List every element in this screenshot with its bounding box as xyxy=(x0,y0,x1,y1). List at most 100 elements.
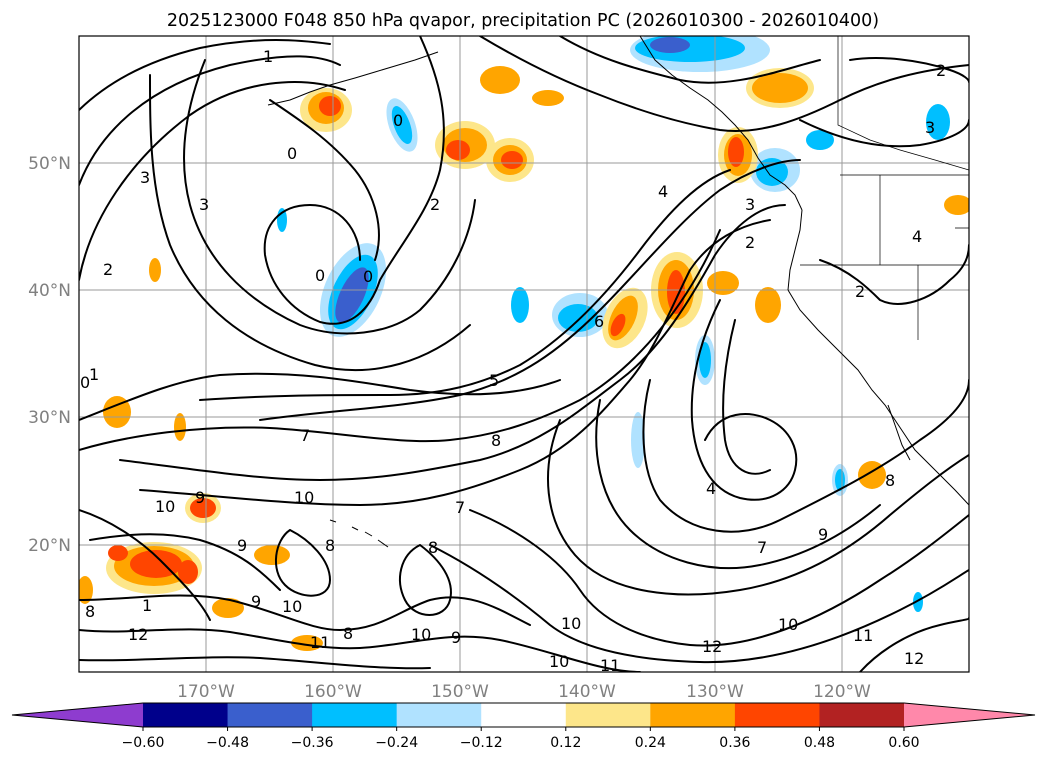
contour-label: 9 xyxy=(818,525,828,544)
colorbar: −0.60 −0.48 −0.36 −0.24 −0.12 0.12 0.24 0.36 0.4… xyxy=(11,702,1036,751)
contour-label: 7 xyxy=(300,426,310,445)
precip-blob xyxy=(480,66,520,94)
contour-label: 5 xyxy=(489,371,499,390)
lat-label: 20°N xyxy=(28,536,71,556)
contour-label: 0 xyxy=(315,266,325,285)
contour-label: 0 xyxy=(363,267,373,286)
coastlines xyxy=(267,36,969,548)
contour-label: 11 xyxy=(310,633,330,652)
contour-line xyxy=(642,379,969,533)
contour-line xyxy=(259,159,801,421)
precip-blob xyxy=(756,158,788,186)
lon-label: 140°W xyxy=(558,682,616,702)
state-border xyxy=(800,174,969,340)
precip-blob xyxy=(532,90,564,106)
precip-blob xyxy=(511,287,529,323)
contour-label: 1 xyxy=(89,365,99,384)
contour-label: 12 xyxy=(904,649,924,668)
contour-label: 4 xyxy=(706,479,716,498)
colorbar-segment xyxy=(565,703,651,727)
contour-line xyxy=(263,36,445,325)
precip-blob xyxy=(610,313,626,337)
precip-blob xyxy=(913,592,923,612)
contour-label: 0 xyxy=(287,144,297,163)
contour-label: 9 xyxy=(195,488,205,507)
contour-line xyxy=(429,544,969,664)
contour-line xyxy=(79,628,641,672)
contour-label: 10 xyxy=(294,488,314,507)
colorbar-tick-label: −0.48 xyxy=(206,735,249,751)
bc-coastline xyxy=(787,209,803,291)
contour-label: 10 xyxy=(549,652,569,671)
contour-label: 2 xyxy=(103,260,113,279)
contour-label: 2 xyxy=(855,282,865,301)
colorbar-tick-label: 0.24 xyxy=(635,735,666,751)
precip-blob xyxy=(391,106,413,144)
precip-blob xyxy=(178,560,198,584)
contour-line xyxy=(119,204,786,481)
colorbar-segment xyxy=(227,703,313,727)
precip-blob xyxy=(174,413,186,441)
colorbar-tick-label: −0.24 xyxy=(375,735,418,751)
contour-line xyxy=(183,59,476,335)
alaska-coastline xyxy=(639,36,803,211)
precip-blob xyxy=(212,598,244,618)
contour-label: 9 xyxy=(251,592,261,611)
map-background xyxy=(79,36,969,672)
contour-label: 2 xyxy=(430,195,440,214)
figure-title: 2025123000 F048 850 hPa qvapor, precipit… xyxy=(167,11,879,31)
contour-label: 3 xyxy=(745,195,755,214)
contour-line xyxy=(690,299,798,501)
precip-blob xyxy=(755,287,781,323)
contour-label: 10 xyxy=(282,597,302,616)
precip-blob xyxy=(79,576,93,604)
contour-label: 1 xyxy=(142,596,152,615)
mexico-coastline xyxy=(887,404,911,461)
colorbar-tick-label: −0.12 xyxy=(460,735,503,751)
contour-line xyxy=(89,533,281,591)
colorbar-tick-label: −0.60 xyxy=(122,735,165,751)
colorbar-tick-label: 0.60 xyxy=(888,735,919,751)
precip-blob xyxy=(728,137,744,167)
contour-label: 12 xyxy=(702,637,722,656)
contour-line xyxy=(722,319,771,475)
precip-blob xyxy=(501,151,523,169)
contour-label: 11 xyxy=(853,626,873,645)
contour-label: 10 xyxy=(778,615,798,634)
contour-label: 7 xyxy=(455,498,465,517)
contour-label: 10 xyxy=(155,497,175,516)
precip-blob xyxy=(699,342,711,378)
colorbar-extend-left xyxy=(12,703,143,727)
contour-label: 3 xyxy=(925,118,935,137)
contour-label: 12 xyxy=(128,625,148,644)
precip-blob xyxy=(319,96,341,116)
us-coastline xyxy=(787,289,969,506)
contour-line xyxy=(79,594,531,631)
contour-line xyxy=(547,419,969,596)
precip-shading xyxy=(79,36,969,651)
contour-labels: 1 2 3 4 0 0 2 3 3 2 4 3 0 0 2 6 1 0 5 7 … xyxy=(80,47,946,675)
lon-label: 150°W xyxy=(431,682,489,702)
precip-blob xyxy=(650,37,690,53)
longitude-labels: 170°W 160°W 150°W 140°W 130°W 120°W xyxy=(177,682,871,702)
contour-line xyxy=(199,169,731,401)
contour-label: 11 xyxy=(600,656,620,675)
gridlines xyxy=(79,36,969,672)
colorbar-segment xyxy=(481,703,567,727)
contour-line xyxy=(79,656,431,670)
contour-line xyxy=(799,119,969,148)
contour-label: 8 xyxy=(885,471,895,490)
precip-blob xyxy=(446,140,470,160)
precip-blob xyxy=(752,73,808,103)
contour-line xyxy=(849,57,969,83)
contour-label: 10 xyxy=(411,625,431,644)
contour-line xyxy=(274,529,331,597)
contour-line xyxy=(859,617,969,672)
contour-label: 8 xyxy=(428,538,438,557)
colorbar-segment xyxy=(734,703,820,727)
contour-label: 2 xyxy=(936,61,946,80)
contour-label: 10 xyxy=(561,614,581,633)
lon-label: 170°W xyxy=(177,682,235,702)
contour-label: 8 xyxy=(325,536,335,555)
